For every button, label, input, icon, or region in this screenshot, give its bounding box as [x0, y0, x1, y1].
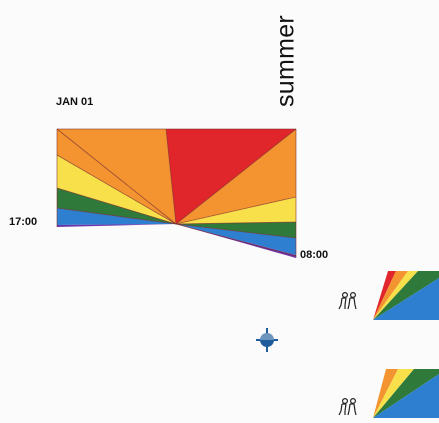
fan-ray	[175, 196, 297, 225]
date-label: JAN 01	[56, 96, 94, 108]
mini-fan-upper-green	[373, 271, 439, 320]
fan-red-sector	[166, 129, 296, 224]
fan-green-right-sector	[176, 222, 296, 238]
fan-ray	[56, 187, 177, 225]
mini-fan-upper	[373, 271, 439, 320]
mini-fan-lower-green	[373, 369, 439, 418]
fan-ray	[56, 207, 177, 225]
start-time-label: 17:00	[9, 216, 38, 228]
mini-fan-upper-blue	[373, 278, 439, 320]
fan-ray	[175, 221, 297, 225]
mini-fan-lower	[373, 369, 439, 418]
crosshair-compass-icon	[256, 328, 278, 352]
fan-purple-right-sector	[176, 224, 296, 258]
fan-ray	[175, 223, 297, 239]
fan-ray	[175, 128, 297, 225]
fan-ray	[56, 128, 177, 225]
people-icon	[338, 397, 357, 416]
people-icon	[338, 291, 357, 310]
main-sun-fan	[56, 128, 297, 258]
fan-purple-left-sector	[57, 224, 176, 227]
fan-ray	[56, 154, 177, 225]
end-time-label: 08:00	[300, 249, 329, 261]
mini-fan-lower-blue	[373, 374, 439, 418]
fan-ray	[165, 128, 177, 225]
fan-ray	[175, 223, 297, 257]
